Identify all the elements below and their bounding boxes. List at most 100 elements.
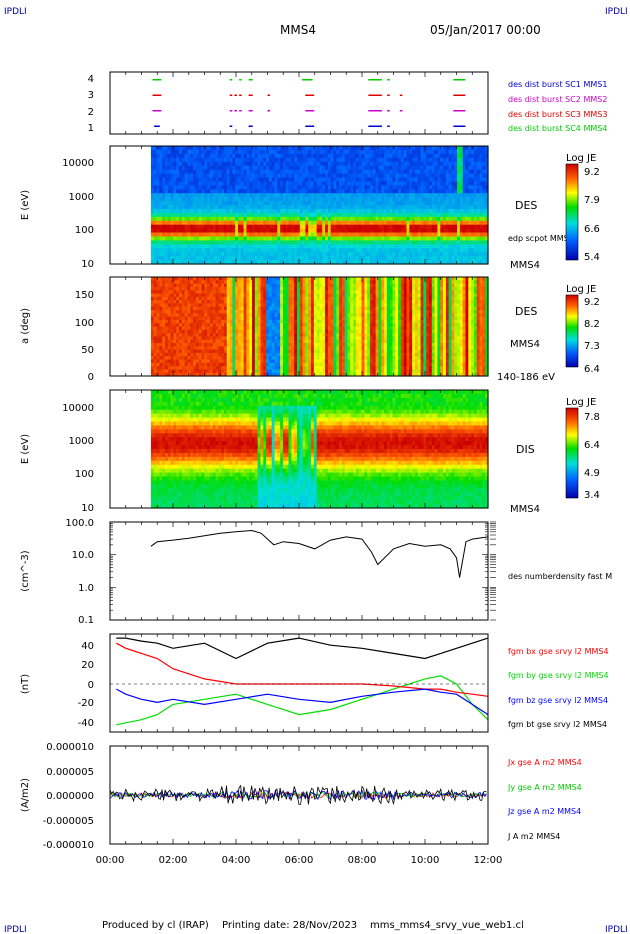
spectrogram-cell: [299, 205, 304, 210]
spectrogram-cell: [451, 205, 455, 210]
spectrogram-cell: [333, 161, 337, 167]
spectrogram-cell: [153, 286, 158, 291]
spectrogram-cell: [325, 146, 329, 151]
spectrogram-cell: [266, 212, 270, 218]
spectrogram-cell: [173, 283, 177, 288]
spectrogram-cell: [212, 161, 217, 167]
spectrogram-cell: [223, 205, 228, 210]
spectrogram-cell: [254, 326, 259, 331]
spectrogram-cell: [238, 240, 242, 245]
spectrogram-cell: [170, 329, 175, 334]
spectrogram-cell: [215, 346, 219, 351]
spectrogram-cell: [232, 220, 236, 226]
spectrogram-cell: [476, 224, 481, 230]
spectrogram-cell: [375, 177, 380, 182]
spectrogram-cell: [212, 232, 217, 238]
spectrogram-cell: [243, 208, 248, 214]
spectrogram-cell: [195, 146, 200, 151]
spectrogram-cell: [451, 220, 455, 226]
spectrogram-cell: [254, 369, 259, 374]
spectrogram-cell: [226, 252, 231, 257]
spectrogram-cell: [434, 244, 439, 249]
spectrogram-cell: [159, 366, 163, 370]
spectrogram-cell: [375, 189, 380, 194]
spectrogram-cell: [361, 169, 366, 175]
spectrogram-cell: [437, 165, 441, 171]
spectrogram-cell: [243, 248, 248, 253]
spectrogram-cell: [350, 169, 354, 175]
spectrogram-cell: [198, 356, 203, 361]
spectrogram-cell: [485, 260, 489, 265]
spectrogram-cell: [164, 346, 169, 351]
spectrogram-cell: [316, 157, 321, 163]
spectrogram-cell: [316, 201, 321, 206]
spectrogram-cell: [454, 161, 458, 167]
spectrogram-cell: [223, 224, 228, 230]
spectrogram-cell: [254, 153, 259, 159]
spectrogram-cell: [246, 286, 250, 291]
spectrogram-cell: [260, 244, 264, 249]
spectrogram-cell: [254, 280, 259, 285]
spectrogram-cell: [429, 244, 433, 249]
spectrogram-cell: [207, 161, 211, 167]
spectrogram-cell: [257, 161, 262, 167]
spectrogram-cell: [209, 306, 214, 311]
spectrogram-cell: [229, 260, 233, 265]
spectrogram-cell: [215, 146, 219, 151]
spectrogram-cell: [339, 212, 343, 218]
spectrogram-cell: [476, 181, 481, 186]
spectrogram-cell: [221, 260, 225, 265]
spectrogram-cell: [235, 153, 239, 159]
spectrogram-cell: [243, 306, 248, 311]
spectrogram-cell: [355, 189, 360, 194]
spectrogram-cell: [271, 346, 276, 351]
spectrogram-cell: [457, 185, 461, 190]
spectrogram-cell: [291, 177, 295, 182]
spectrogram-cell: [207, 212, 211, 218]
spectrogram-cell: [179, 177, 183, 182]
spectrogram-cell: [414, 208, 419, 214]
spectrogram-cell: [316, 205, 321, 210]
spectrogram-cell: [431, 205, 436, 210]
spectrogram-cell: [252, 208, 256, 214]
spectrogram-cell: [223, 310, 228, 314]
spectrogram-cell: [212, 193, 217, 198]
spectrogram-cell: [434, 157, 439, 163]
spectrogram-cell: [302, 169, 307, 175]
spectrogram-cell: [257, 240, 262, 245]
spectrogram-cell: [207, 306, 211, 311]
spectrogram-cell: [454, 185, 458, 190]
spectrogram-cell: [226, 165, 231, 171]
spectrogram-cell: [271, 244, 276, 249]
spectrogram-cell: [482, 193, 486, 198]
spectrogram-cell: [367, 216, 371, 222]
spectrogram-cell: [204, 260, 208, 265]
spectrogram-cell: [229, 244, 233, 249]
spectrogram-cell: [375, 212, 380, 218]
spectrogram-cell: [268, 310, 273, 314]
spectrogram-cell: [372, 224, 377, 230]
spectrogram-cell: [207, 290, 211, 295]
spectrogram-cell: [398, 157, 402, 163]
spectrogram-cell: [229, 369, 233, 374]
spectrogram-cell: [181, 280, 186, 285]
spectrogram-cell: [232, 146, 236, 151]
spectrogram-cell: [176, 372, 180, 377]
spectrogram-cell: [162, 181, 166, 186]
spectrogram-cell: [193, 220, 197, 226]
spectrogram-cell: [341, 169, 346, 175]
spectrogram-cell: [420, 248, 424, 253]
spectrogram-cell: [297, 256, 301, 261]
spectrogram-cell: [319, 260, 323, 265]
spectrogram-cell: [260, 161, 264, 167]
spectrogram-cell: [260, 181, 264, 186]
spectrogram-cell: [252, 277, 256, 281]
spectrogram-cell: [330, 236, 335, 241]
spectrogram-cell: [406, 236, 410, 241]
spectrogram-cell: [164, 283, 169, 288]
y-tick-label: 10000: [62, 158, 94, 169]
spectrogram-cell: [344, 173, 349, 179]
spectrogram-cell: [164, 349, 169, 354]
spectrogram-cell: [232, 333, 236, 337]
spectrogram-cell: [226, 316, 231, 321]
